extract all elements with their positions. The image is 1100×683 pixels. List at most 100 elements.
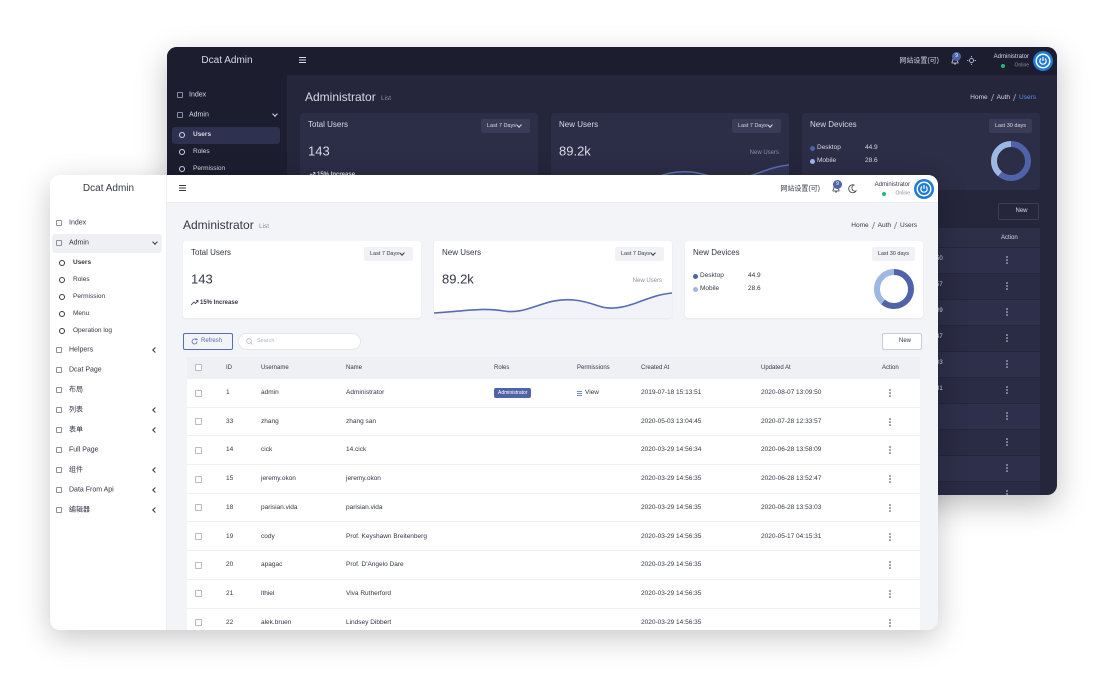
breadcrumb-item[interactable]: Home <box>970 93 988 101</box>
dot <box>1006 493 1008 495</box>
table-cell: 14.cick <box>346 446 367 454</box>
status-dot <box>882 192 886 196</box>
top-navbar <box>167 47 287 75</box>
table-cell: 2020-03-29 14:56:35 <box>641 618 702 626</box>
table-cell: 2020-08-07 13:09:50 <box>761 388 822 396</box>
sparkline-line <box>434 292 672 314</box>
breadcrumb-item[interactable]: Auth <box>877 221 892 229</box>
table-cell: 2020-03-29 14:56:35 <box>641 560 702 568</box>
row-action-menu <box>1006 412 1008 420</box>
period-dropdown[interactable]: Last 7 Days <box>614 247 664 261</box>
table-row <box>187 522 920 552</box>
period-dropdown[interactable]: Last 30 days <box>871 247 915 261</box>
breadcrumb-item[interactable]: Auth <box>996 93 1011 101</box>
card-title: New Users <box>442 248 482 257</box>
search-input[interactable]: Search <box>238 333 361 350</box>
menu-icon <box>177 112 183 118</box>
table-cell: 2019-07-18 15:13:51 <box>641 388 702 396</box>
notification-badge: 9 <box>952 52 961 61</box>
table-row <box>187 579 920 609</box>
card-value: 89.2k <box>559 143 591 159</box>
site-settings: 网站设置(可) <box>780 185 820 193</box>
legend-label: Mobile <box>817 156 837 164</box>
menu-item: Admin <box>69 239 89 247</box>
table-header-cell: Name <box>346 365 363 371</box>
card-note: 15% Increase <box>200 300 239 306</box>
legend-label: Desktop <box>817 143 841 151</box>
table-row <box>187 465 920 494</box>
table-cell: Lindsey Dibbert <box>346 618 392 626</box>
row-checkbox[interactable] <box>195 446 202 454</box>
lens <box>246 338 252 344</box>
period-dropdown[interactable]: Last 7 Days <box>731 119 781 133</box>
chart-legend: New Users <box>632 278 662 284</box>
dot <box>889 449 891 452</box>
card-title: New Users <box>559 120 599 129</box>
dot <box>1006 288 1008 290</box>
table-cell: Administrator <box>346 388 385 396</box>
dot <box>1006 441 1008 443</box>
submenu-item: Operation log <box>73 326 113 334</box>
row-checkbox[interactable] <box>195 475 202 483</box>
breadcrumb-item: Users <box>900 221 917 229</box>
table-cell: jeremy.okon <box>346 474 381 482</box>
dot <box>1006 282 1008 284</box>
permission-link[interactable]: View <box>585 388 599 396</box>
period-dropdown[interactable]: Last 7 Days <box>480 119 530 133</box>
row-checkbox[interactable] <box>195 504 202 512</box>
list-icon <box>577 390 582 396</box>
table-cell: zhang san <box>346 417 376 425</box>
row-checkbox[interactable] <box>195 389 202 397</box>
new-button[interactable]: New <box>882 333 922 350</box>
table-cell: 09 <box>936 308 943 314</box>
row-checkbox[interactable] <box>195 619 202 627</box>
table-cell: 14 <box>226 446 234 454</box>
menu-toggle <box>299 57 306 63</box>
new-button[interactable]: New <box>998 203 1039 220</box>
table-cell: cody <box>261 532 275 540</box>
dot <box>889 417 891 420</box>
row-checkbox[interactable] <box>195 561 202 569</box>
row-action-menu <box>889 561 891 569</box>
table-cell: Prof. Keyshawn Breitenberg <box>346 532 427 540</box>
dot <box>1006 415 1008 417</box>
row-checkbox[interactable] <box>195 533 202 540</box>
table-header-cell: Action <box>882 365 899 371</box>
submenu-icon <box>179 132 185 138</box>
legend-dot <box>810 145 815 151</box>
submenu-item: Menu <box>73 309 90 317</box>
row-action-menu <box>1006 334 1008 342</box>
row-action-menu <box>889 417 891 426</box>
light-mode-toggle <box>967 56 976 65</box>
donut-chart <box>874 269 914 309</box>
stat-card: Total Users Last 7 Days 143 15% Increase <box>183 241 421 318</box>
select-all-checkbox[interactable] <box>195 364 202 371</box>
table-header-cell: Username <box>261 365 289 371</box>
period-dropdown[interactable]: Last 7 Days <box>363 247 413 261</box>
breadcrumb-item[interactable]: Home <box>851 221 869 229</box>
period-dropdown[interactable]: Last 30 days <box>988 119 1032 133</box>
user-status: Online <box>1014 62 1029 69</box>
table-cell: 2020-06-28 13:52:47 <box>761 474 822 482</box>
table-cell: 2020-03-29 14:56:35 <box>641 532 702 540</box>
menu-icon <box>56 407 62 413</box>
legend-label: Desktop <box>700 271 724 279</box>
breadcrumb-separator <box>871 221 875 229</box>
table-cell: 2020-06-28 13:53:03 <box>761 503 822 511</box>
menu-icon <box>177 92 183 98</box>
row-checkbox[interactable] <box>195 418 202 426</box>
dot <box>889 395 891 397</box>
refresh-button[interactable]: Refresh <box>183 333 233 350</box>
row-action-menu <box>1006 308 1008 316</box>
chart-legend: New Users <box>749 150 779 156</box>
user-avatar <box>1033 51 1053 71</box>
menu-icon <box>56 240 62 246</box>
role-badge: Administrator <box>494 388 532 398</box>
table-cell: alek.bruen <box>261 618 292 626</box>
row-checkbox[interactable] <box>195 590 202 598</box>
table-cell: 03 <box>936 360 943 366</box>
menu-item-active-bg <box>52 234 162 253</box>
menu-item: Admin <box>189 111 209 119</box>
table-cell: parisian.vida <box>261 503 298 511</box>
menu-item-active-bg <box>172 127 280 144</box>
